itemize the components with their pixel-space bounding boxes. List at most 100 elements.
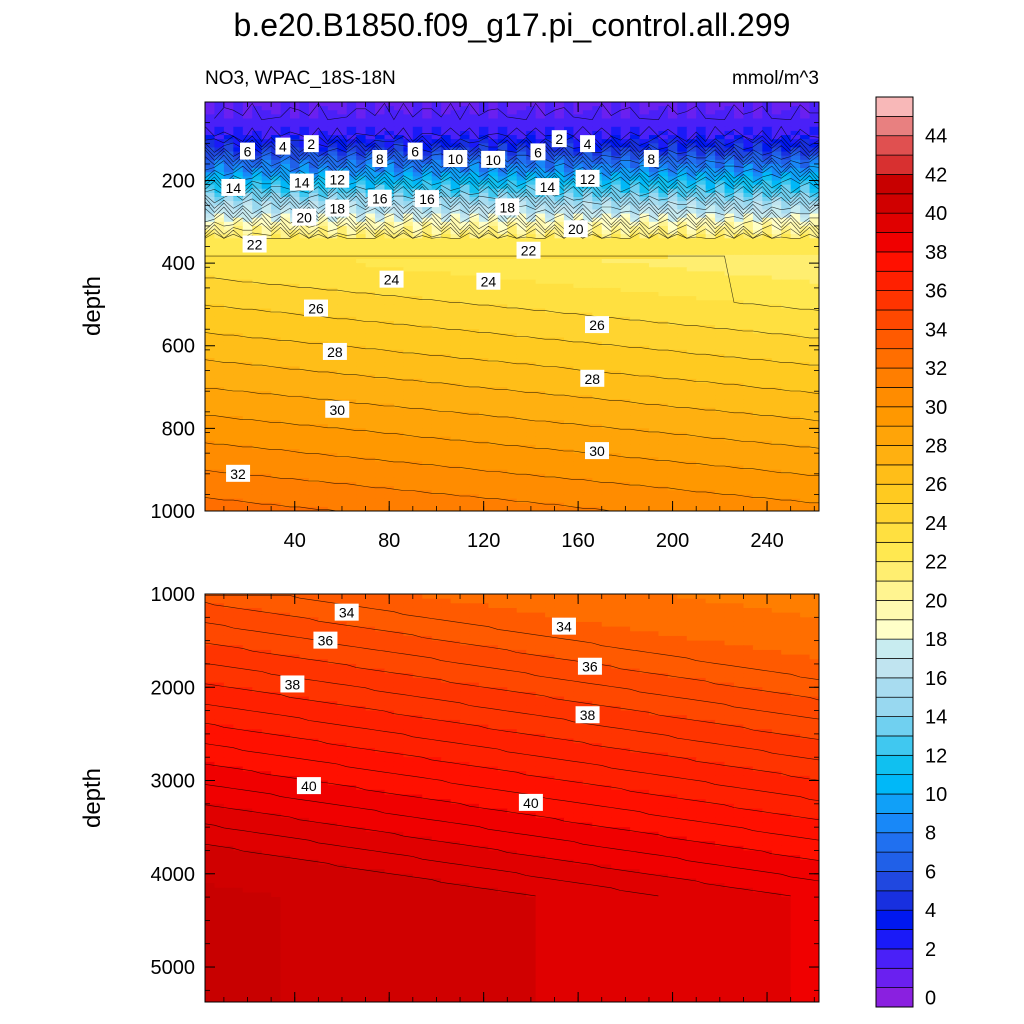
upper-fill-cell	[686, 267, 697, 272]
upper-fill-cell	[752, 374, 763, 380]
upper-fill-cell	[478, 337, 489, 343]
upper-fill-cell	[686, 395, 697, 401]
upper-fill-cell	[497, 263, 508, 268]
upper-fill-cell	[290, 151, 301, 157]
upper-fill-cell	[762, 329, 773, 334]
upper-fill-cell	[601, 122, 612, 128]
upper-fill-cell	[526, 209, 537, 215]
upper-fill-cell	[497, 271, 508, 277]
upper-fill-cell	[460, 308, 471, 314]
upper-fill-cell	[318, 258, 329, 264]
upper-fill-cell	[252, 370, 263, 376]
upper-fill-cell	[460, 403, 471, 409]
upper-fill-cell	[526, 126, 537, 132]
upper-fill-cell	[724, 254, 735, 260]
upper-fill-cell	[658, 110, 669, 115]
upper-fill-cell	[705, 155, 716, 161]
upper-fill-cell	[790, 279, 801, 285]
upper-fill-cell	[365, 238, 376, 244]
upper-fill-cell	[724, 411, 735, 417]
upper-fill-cell	[469, 172, 480, 177]
upper-fill-cell	[516, 263, 527, 268]
upper-fill-cell	[337, 122, 348, 128]
upper-fill-cell	[771, 221, 782, 227]
upper-fill-cell	[611, 358, 622, 363]
upper-fill-cell	[412, 275, 423, 281]
upper-fill-cell	[630, 312, 641, 318]
upper-fill-cell	[497, 296, 508, 301]
upper-fill-cell	[677, 114, 688, 120]
upper-fill-cell	[384, 230, 395, 235]
upper-fill-cell	[507, 345, 518, 351]
upper-fill-cell	[327, 110, 338, 115]
upper-fill-cell	[393, 411, 404, 417]
upper-fill-cell	[545, 258, 556, 264]
upper-fill-cell	[601, 188, 612, 194]
upper-fill-cell	[375, 287, 386, 293]
upper-fill-cell	[526, 114, 537, 120]
upper-fill-cell	[809, 345, 819, 351]
upper-fill-cell	[233, 296, 244, 301]
upper-fill-cell	[488, 201, 499, 206]
upper-fill-cell	[478, 378, 489, 384]
upper-fill-cell	[290, 114, 301, 120]
upper-fill-cell	[800, 407, 811, 413]
upper-fill-cell	[762, 118, 773, 124]
upper-fill-cell	[809, 378, 819, 384]
upper-fill-cell	[639, 358, 650, 363]
upper-fill-cell	[611, 287, 622, 293]
upper-fill-cell	[658, 258, 669, 264]
upper-fill-cell	[781, 316, 792, 322]
upper-fill-cell	[290, 163, 301, 169]
upper-fill-cell	[582, 287, 593, 293]
upper-fill-cell	[573, 192, 584, 198]
upper-fill-cell	[639, 349, 650, 355]
upper-fill-cell	[261, 242, 272, 248]
upper-fill-cell	[790, 122, 801, 128]
upper-fill-cell	[441, 300, 452, 306]
upper-fill-cell	[450, 387, 461, 392]
upper-fill-cell	[393, 213, 404, 219]
upper-fill-cell	[545, 279, 556, 285]
upper-fill-cell	[611, 155, 622, 161]
upper-fill-cell	[563, 147, 574, 153]
upper-fill-cell	[563, 130, 574, 136]
upper-fill-cell	[724, 391, 735, 396]
upper-fill-cell	[790, 172, 801, 177]
upper-fill-cell	[450, 279, 461, 285]
upper-fill-cell	[280, 329, 291, 334]
upper-fill-cell	[318, 221, 329, 227]
upper-fill-cell	[242, 258, 253, 264]
upper-fill-cell	[573, 258, 584, 264]
upper-fill-cell	[223, 366, 234, 372]
upper-fill-cell	[781, 370, 792, 376]
upper-fill-cell	[497, 143, 508, 149]
upper-fill-cell	[507, 230, 518, 235]
upper-fill-cell	[809, 358, 819, 363]
upper-fill-cell	[290, 387, 301, 392]
upper-fill-cell	[554, 126, 565, 132]
upper-fill-cell	[658, 283, 669, 289]
upper-fill-cell	[431, 126, 442, 132]
upper-fill-cell	[639, 130, 650, 136]
upper-fill-cell	[375, 411, 386, 417]
upper-fill-cell	[639, 106, 650, 111]
upper-fill-cell	[375, 225, 386, 231]
upper-fill-cell	[422, 242, 433, 248]
upper-fill-cell	[356, 354, 367, 359]
upper-fill-cell	[516, 325, 527, 330]
upper-fill-cell	[280, 300, 291, 306]
upper-fill-cell	[308, 382, 319, 388]
upper-fill-cell	[271, 110, 282, 115]
upper-fill-cell	[242, 399, 253, 405]
upper-fill-cell	[809, 308, 819, 314]
upper-fill-cell	[630, 135, 641, 140]
upper-fill-cell	[516, 230, 527, 235]
upper-fill-cell	[441, 399, 452, 405]
upper-fill-cell	[327, 246, 338, 252]
upper-fill-cell	[554, 254, 565, 260]
upper-fill-cell	[790, 209, 801, 215]
upper-fill-cell	[781, 246, 792, 252]
upper-fill-cell	[686, 345, 697, 351]
upper-fill-cell	[412, 337, 423, 343]
